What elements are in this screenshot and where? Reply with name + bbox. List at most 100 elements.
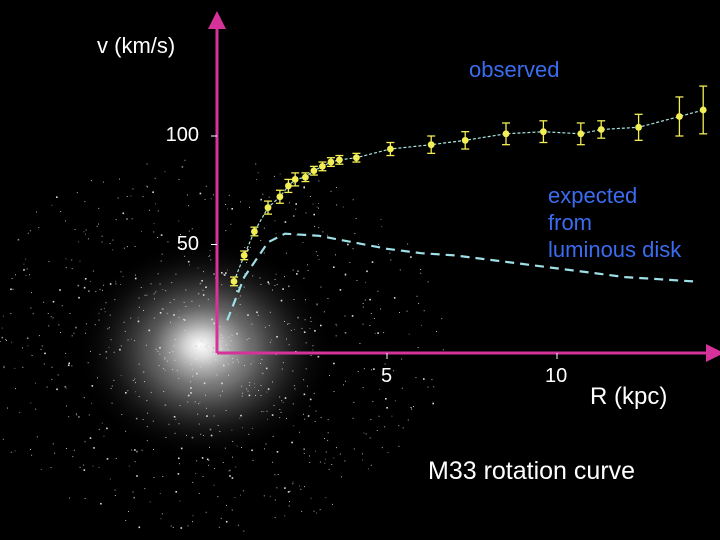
star (362, 459, 363, 461)
star (201, 457, 204, 459)
star (2, 315, 4, 317)
star (282, 288, 284, 290)
observed-series (230, 85, 708, 287)
star (370, 464, 372, 466)
star (232, 358, 234, 359)
data-point (427, 141, 435, 149)
star (293, 299, 295, 300)
star (190, 381, 192, 383)
star (307, 264, 309, 266)
star (31, 292, 32, 294)
star (371, 261, 374, 263)
star (309, 405, 311, 407)
star (175, 491, 177, 493)
star (119, 348, 121, 351)
star (120, 375, 122, 377)
star (248, 394, 251, 397)
star (50, 316, 52, 318)
star (427, 281, 429, 283)
star (159, 493, 161, 494)
star (307, 385, 308, 387)
x-tick-label: 5 (381, 365, 393, 387)
star (147, 186, 148, 188)
star (217, 496, 219, 498)
star (363, 368, 365, 370)
star (237, 359, 238, 361)
star (183, 301, 185, 303)
data-point (251, 228, 258, 235)
star (202, 476, 204, 477)
star (71, 365, 73, 367)
star (266, 410, 268, 412)
star (238, 287, 240, 288)
star (288, 505, 290, 507)
star (229, 469, 231, 471)
star (102, 181, 104, 183)
star (199, 192, 202, 195)
star (307, 415, 310, 417)
star (146, 400, 148, 402)
star (235, 466, 237, 468)
star (274, 279, 276, 280)
star (372, 401, 374, 402)
star (22, 347, 23, 349)
star (196, 460, 198, 462)
star (227, 208, 228, 210)
star (345, 380, 346, 382)
star (310, 321, 312, 322)
star (25, 274, 27, 276)
star (179, 500, 181, 502)
star (287, 491, 290, 493)
star (186, 434, 187, 436)
star (208, 349, 210, 350)
star (364, 299, 366, 301)
star (303, 186, 305, 189)
star (275, 273, 277, 275)
star (327, 432, 329, 434)
data-point (461, 136, 469, 144)
star (227, 363, 229, 365)
data-point (319, 162, 326, 170)
star (179, 405, 181, 406)
star (184, 159, 186, 161)
data-point (327, 158, 335, 166)
star (257, 172, 259, 174)
y-tick-label: 100 (165, 124, 199, 146)
star (362, 387, 364, 389)
star (164, 358, 166, 360)
star (279, 173, 281, 175)
star (106, 427, 108, 430)
star (152, 191, 154, 193)
star (30, 307, 32, 309)
star (17, 238, 20, 241)
star (317, 255, 319, 257)
star (209, 446, 210, 448)
star (132, 491, 134, 493)
star (66, 405, 67, 407)
star (301, 327, 303, 329)
star (46, 386, 48, 388)
star (286, 417, 287, 419)
star (254, 387, 256, 388)
star (276, 336, 278, 338)
star (211, 344, 213, 346)
star (205, 185, 207, 187)
star (112, 239, 114, 241)
star (206, 458, 209, 461)
star (125, 392, 127, 394)
star (113, 379, 115, 381)
star (330, 190, 332, 192)
star (14, 367, 16, 369)
star (165, 290, 167, 292)
star (115, 458, 117, 459)
star (174, 359, 176, 361)
star (212, 194, 214, 196)
star (228, 374, 229, 376)
star (208, 256, 210, 257)
star (344, 460, 346, 462)
star (231, 429, 233, 431)
star (188, 340, 190, 342)
star (164, 171, 166, 173)
